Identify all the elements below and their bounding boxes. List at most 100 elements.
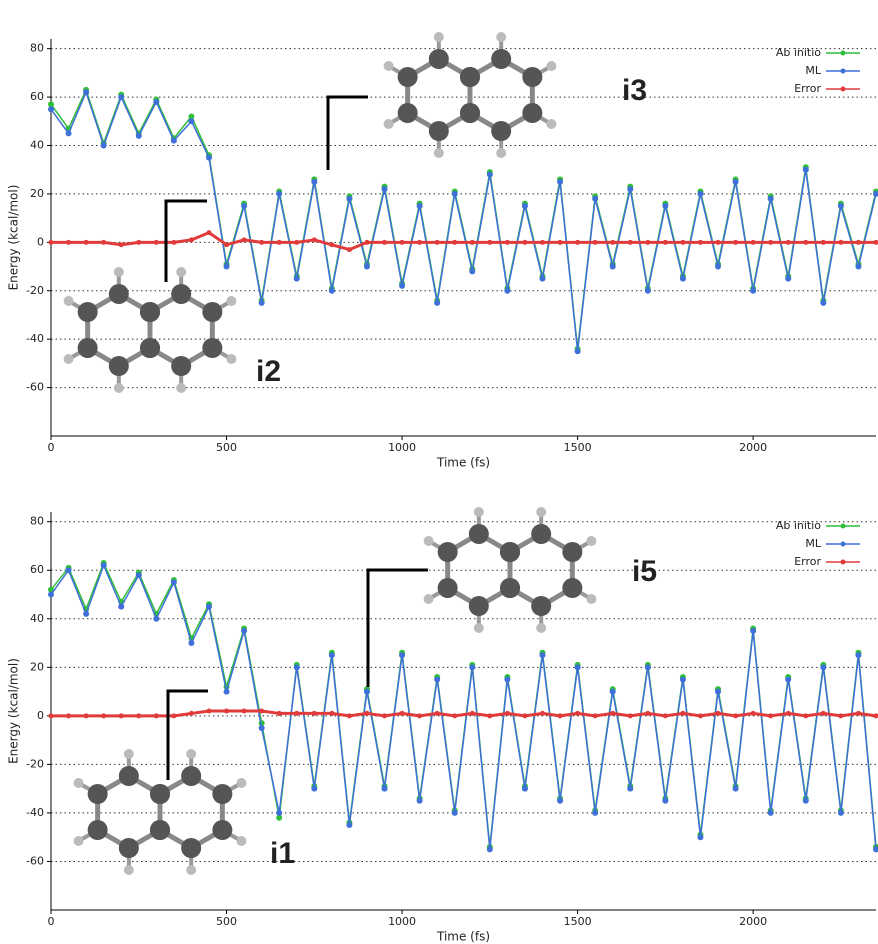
data-point (820, 300, 826, 306)
data-point (610, 264, 616, 270)
series-line (51, 563, 876, 847)
data-point (241, 203, 247, 209)
data-point (66, 240, 71, 245)
y-tick-label: -60 (26, 854, 44, 867)
data-point (558, 713, 563, 718)
legend-label: Error (794, 82, 821, 95)
carbon-atom (140, 302, 160, 322)
data-point (242, 709, 247, 714)
data-point (785, 676, 791, 682)
data-point (855, 652, 861, 658)
carbon-atom (78, 302, 98, 322)
data-point (610, 240, 615, 245)
x-axis-label: Time (fs) (436, 456, 490, 470)
carbon-atom (181, 766, 201, 786)
data-point (469, 268, 475, 274)
data-point (452, 713, 457, 718)
data-point (66, 567, 72, 573)
carbon-atom (531, 524, 551, 544)
carbon-atom (88, 784, 108, 804)
data-point (856, 711, 861, 716)
data-point (101, 240, 106, 245)
data-point (311, 179, 317, 185)
y-tick-label: -40 (26, 806, 44, 819)
data-point (662, 203, 668, 209)
legend-label: Error (794, 555, 821, 568)
bond (470, 59, 532, 131)
data-point (838, 810, 844, 816)
data-point (838, 240, 843, 245)
data-point (820, 664, 826, 670)
data-point (697, 834, 703, 840)
data-point (470, 240, 475, 245)
data-point (312, 237, 317, 242)
data-point (400, 711, 405, 716)
data-point (153, 99, 159, 105)
data-point (575, 664, 581, 670)
data-point (786, 240, 791, 245)
data-point (716, 711, 721, 716)
carbon-atom (150, 820, 170, 840)
carbon-atom (109, 284, 129, 304)
hydrogen-atom (434, 32, 444, 42)
data-point (733, 240, 738, 245)
data-point (66, 713, 71, 718)
data-point (821, 711, 826, 716)
data-point (242, 237, 247, 242)
carbon-atom (140, 338, 160, 358)
hydrogen-atom (226, 354, 236, 364)
data-point (276, 191, 282, 197)
annotation: i2 (256, 355, 281, 388)
data-point (206, 155, 212, 161)
hydrogen-atom (536, 623, 546, 633)
hydrogen-atom (424, 594, 434, 604)
hydrogen-atom (474, 507, 484, 517)
data-point (680, 676, 686, 682)
hydrogen-atom (434, 148, 444, 158)
data-point (874, 240, 878, 245)
data-point (751, 711, 756, 716)
carbon-atom (460, 67, 480, 87)
page: -60-40-200204060800500100015002000Time (… (0, 0, 878, 944)
data-point (171, 579, 177, 585)
x-tick-label: 2000 (739, 915, 767, 928)
bond (160, 776, 222, 848)
data-point (382, 786, 388, 792)
legend-marker (841, 542, 846, 547)
data-point (803, 798, 809, 804)
data-point (855, 264, 861, 270)
hydrogen-atom (384, 61, 394, 71)
data-point (224, 689, 230, 695)
data-point (768, 713, 773, 718)
data-point (627, 186, 633, 192)
data-point (504, 676, 510, 682)
data-point (84, 713, 89, 718)
y-tick-label: 20 (30, 660, 44, 673)
data-point (48, 106, 54, 112)
data-point (487, 172, 493, 178)
data-point (645, 288, 651, 294)
data-point (276, 810, 282, 816)
data-point (188, 640, 194, 646)
data-point (224, 242, 229, 247)
data-point (346, 196, 352, 202)
hydrogen-atom (114, 267, 124, 277)
data-point (751, 240, 756, 245)
data-point (821, 240, 826, 245)
bond (150, 294, 212, 366)
x-tick-label: 500 (216, 915, 237, 928)
data-point (84, 240, 89, 245)
data-point (189, 237, 194, 242)
series-line (51, 90, 876, 349)
data-point (575, 240, 580, 245)
x-tick-label: 1500 (564, 915, 592, 928)
data-point (680, 240, 685, 245)
hydrogen-atom (586, 536, 596, 546)
data-point (154, 240, 159, 245)
x-tick-label: 0 (48, 441, 55, 454)
data-point (750, 288, 756, 294)
data-point (838, 203, 844, 209)
data-point (557, 179, 563, 185)
x-tick-label: 1000 (388, 441, 416, 454)
data-point (382, 186, 388, 192)
